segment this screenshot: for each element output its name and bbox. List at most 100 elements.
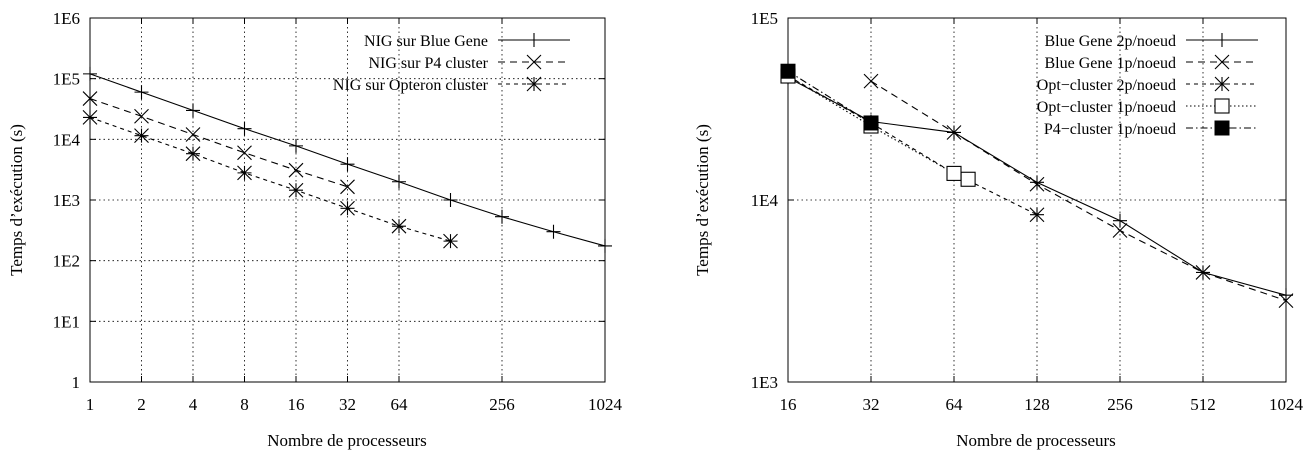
series-nig-sur-p4-cluster	[82, 91, 355, 195]
legend-label: Blue Gene 1p/noeud	[1044, 55, 1176, 72]
y-tick-label: 1E3	[751, 373, 778, 392]
x-tick-label: 1024	[1269, 395, 1304, 414]
data-point	[340, 179, 355, 195]
y-axis-label: Temps d’exécution (s)	[7, 124, 26, 276]
x-tick-label: 8	[240, 395, 249, 414]
data-point	[443, 233, 458, 249]
legend-entry: NIG sur Blue Gene	[364, 33, 570, 50]
chart-right: 16 32 64 128 256 512 1024 1E3 1E4 1E5 Nombre de pr…	[693, 9, 1304, 450]
data-point	[82, 110, 98, 125]
series-nig-sur-opteron-cluster	[82, 110, 458, 249]
x-tick-label: 32	[339, 395, 356, 414]
legend-entry: Blue Gene 1p/noeud	[1044, 54, 1258, 72]
legend-marker	[1214, 76, 1230, 92]
legend-label: NIG sur Blue Gene	[364, 33, 488, 50]
data-point	[1278, 293, 1294, 309]
x-tick-label: 256	[489, 395, 515, 414]
y-tick-label: 1E4	[751, 191, 779, 210]
y-tick-label: 1E2	[53, 252, 80, 271]
data-point	[443, 193, 458, 207]
legend-label: Opt−cluster 2p/noeud	[1037, 77, 1176, 94]
y-tick-label: 1E1	[53, 312, 80, 331]
legend-marker	[1214, 120, 1230, 136]
data-point	[186, 103, 200, 118]
data-point	[340, 200, 355, 216]
y-tick-label: 1	[72, 373, 81, 392]
data-point	[1030, 175, 1044, 190]
x-axis-label: Nombre de processeurs	[267, 431, 427, 450]
x-tick-label: 4	[189, 395, 198, 414]
legend-marker	[527, 33, 541, 47]
data-point	[289, 138, 303, 153]
data-point	[83, 66, 97, 81]
legend-label: NIG sur P4 cluster	[368, 55, 488, 72]
x-tick-label: 128	[1024, 395, 1050, 414]
series-nig-sur-blue-gene	[83, 66, 612, 253]
data-point	[946, 165, 962, 181]
data-point	[1195, 265, 1211, 280]
data-point	[1112, 223, 1128, 238]
legend-entry: P4−cluster 1p/noeud	[1044, 120, 1258, 138]
data-point	[1029, 176, 1045, 192]
data-point	[134, 108, 149, 124]
x-tick-label: 1024	[588, 395, 623, 414]
data-point	[392, 174, 406, 189]
data-point	[237, 121, 252, 136]
legend-marker	[526, 76, 542, 92]
data-point	[134, 128, 149, 144]
data-point	[391, 218, 407, 234]
data-point	[1029, 207, 1045, 223]
data-point	[863, 73, 879, 89]
legend-marker	[1214, 54, 1230, 70]
legend-label: P4−cluster 1p/noeud	[1044, 121, 1176, 138]
series-line	[89, 98, 348, 188]
series-opt-cluster-2p-noeud	[780, 68, 1045, 223]
chart-left: 1 2 4 8 16 32 64 256 1024 1 1E1 1E2 1E3 1E4 1E5 1E6 Nomb…	[7, 9, 623, 450]
legend-label: NIG sur Opteron cluster	[333, 77, 489, 94]
x-tick-label: 2	[137, 395, 146, 414]
legend-entry: Opt−cluster 1p/noeud	[1037, 98, 1258, 116]
plot-frame	[89, 17, 606, 383]
y-tick-label: 1E3	[53, 191, 80, 210]
x-tick-label: 256	[1107, 395, 1133, 414]
legend-label: Opt−cluster 1p/noeud	[1037, 99, 1176, 116]
data-point	[780, 63, 796, 79]
x-axis-label: Nombre de processeurs	[956, 431, 1116, 450]
legend-marker	[526, 54, 542, 70]
legend-entry: NIG sur P4 cluster	[368, 54, 570, 72]
data-point	[340, 157, 355, 172]
data-point	[495, 209, 509, 224]
data-point	[237, 165, 252, 181]
series-p4-cluster-1p-noeud	[780, 63, 879, 131]
y-tick-label: 1E4	[53, 130, 81, 149]
data-point	[1113, 213, 1127, 228]
data-point	[185, 127, 201, 142]
data-point	[546, 224, 561, 239]
legend-marker	[1215, 33, 1229, 47]
legend-entry: Blue Gene 2p/noeud	[1044, 33, 1258, 50]
x-tick-label: 16	[780, 395, 797, 414]
x-tick-label: 16	[288, 395, 305, 414]
x-tick-label: 512	[1190, 395, 1216, 414]
data-point	[288, 182, 304, 198]
series-blue-gene-1p-noeud	[863, 73, 1294, 309]
x-tick-label: 64	[391, 395, 409, 414]
data-point	[237, 145, 252, 161]
data-point	[946, 125, 962, 140]
legend-entry: NIG sur Opteron cluster	[333, 76, 570, 94]
y-tick-label: 1E6	[53, 9, 80, 28]
y-axis-label: Temps d’exécution (s)	[693, 124, 712, 276]
series-line	[787, 70, 872, 124]
data-point	[598, 238, 612, 253]
data-point	[185, 146, 201, 162]
data-point	[134, 85, 149, 100]
data-point	[288, 162, 304, 178]
data-point	[82, 91, 98, 106]
plot-frame	[787, 17, 1287, 383]
x-tick-label: 32	[863, 395, 880, 414]
y-tick-label: 1E5	[53, 70, 80, 89]
data-point	[1279, 288, 1293, 303]
x-tick-label: 1	[86, 395, 95, 414]
y-tick-label: 1E5	[751, 9, 778, 28]
